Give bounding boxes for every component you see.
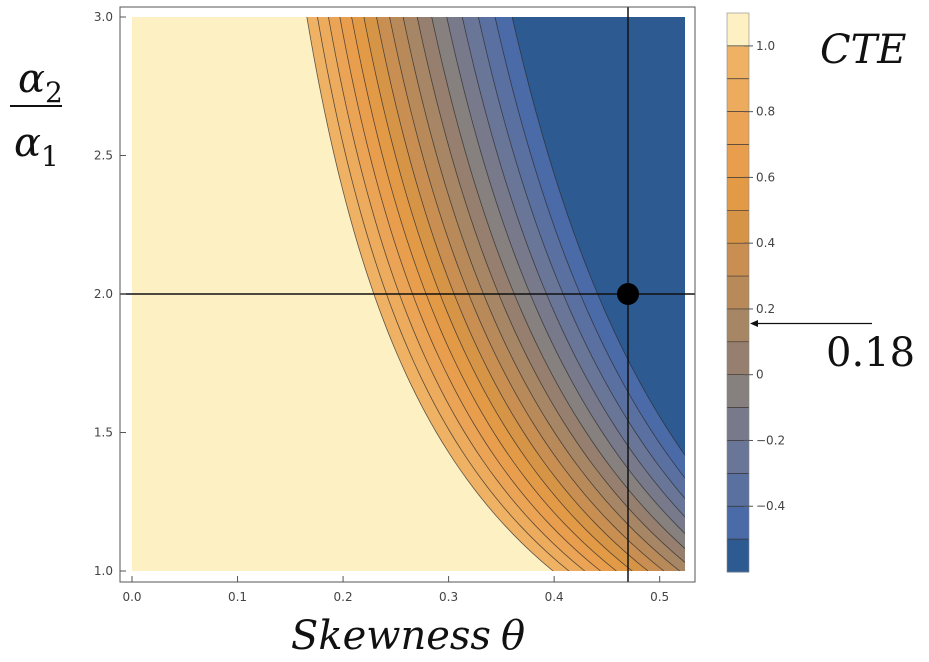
y-tick-label: 2.0 [94, 287, 113, 301]
x-tick-label: 0.5 [650, 590, 669, 604]
colorbar-segment [727, 13, 749, 47]
colorbar-segment [727, 111, 749, 146]
colorbar-segment [727, 440, 749, 474]
colorbar-segment [727, 144, 749, 178]
colorbar-segment [727, 210, 749, 244]
x-tick-label: 0.1 [228, 590, 247, 604]
colorbar-tick-label: −0.2 [756, 433, 785, 447]
colorbar-segment [727, 177, 749, 211]
x-tick-label: 0.2 [334, 590, 353, 604]
colorbar-segment [727, 276, 749, 310]
contour-band [512, 17, 685, 456]
marker-point [617, 283, 640, 305]
colorbar-segment [727, 374, 749, 409]
colorbar-segment [727, 341, 749, 376]
y-tick-label: 3.0 [94, 10, 113, 24]
colorbar-tick-label: 1.0 [756, 39, 775, 53]
x-tick-label: 0.4 [545, 590, 564, 604]
y-axis-ticks: 1.0 1.5 2.0 2.5 3.0 [94, 10, 126, 578]
x-axis-ticks: 0.0 0.1 0.2 0.3 0.4 0.5 [122, 576, 669, 604]
colorbar-tick-label: 0.8 [756, 105, 775, 119]
colorbar-tick-label: 0.2 [756, 302, 775, 316]
colorbar-tick-label: 0 [756, 368, 764, 382]
colorbar-segment [727, 78, 749, 113]
colorbar [726, 12, 750, 573]
colorbar-tick-label: −0.4 [756, 499, 785, 513]
y-tick-label: 2.5 [94, 149, 113, 163]
colorbar-frame [726, 12, 750, 573]
colorbar-tick-label: 0.4 [756, 236, 775, 250]
colorbar-annotation: 0.18 [750, 320, 915, 376]
x-tick-label: 0.3 [439, 590, 458, 604]
svg-text:α1: α1 [14, 120, 59, 173]
colorbar-segment [727, 243, 749, 277]
colorbar-segment [727, 506, 749, 540]
colorbar-segment [727, 45, 749, 80]
x-axis-label: Skewness θ [291, 613, 525, 659]
x-tick-label: 0.0 [122, 590, 141, 604]
colorbar-segment [727, 473, 749, 507]
colorbar-tick-label: 0.6 [756, 170, 775, 184]
y-axis-label: α2 α1 [10, 56, 63, 173]
svg-text:0.18: 0.18 [826, 330, 915, 376]
y-tick-label: 1.0 [94, 564, 113, 578]
colorbar-segment [727, 539, 749, 573]
colorbar-segment [727, 308, 749, 343]
svg-text:α2: α2 [18, 56, 63, 109]
colorbar-segment [727, 407, 749, 441]
colorbar-ticks: 1.0 0.8 0.6 0.4 0.2 0 −0.2 −0.4 [744, 39, 785, 513]
colorbar-title: CTE [820, 27, 906, 73]
y-tick-label: 1.5 [94, 426, 113, 440]
